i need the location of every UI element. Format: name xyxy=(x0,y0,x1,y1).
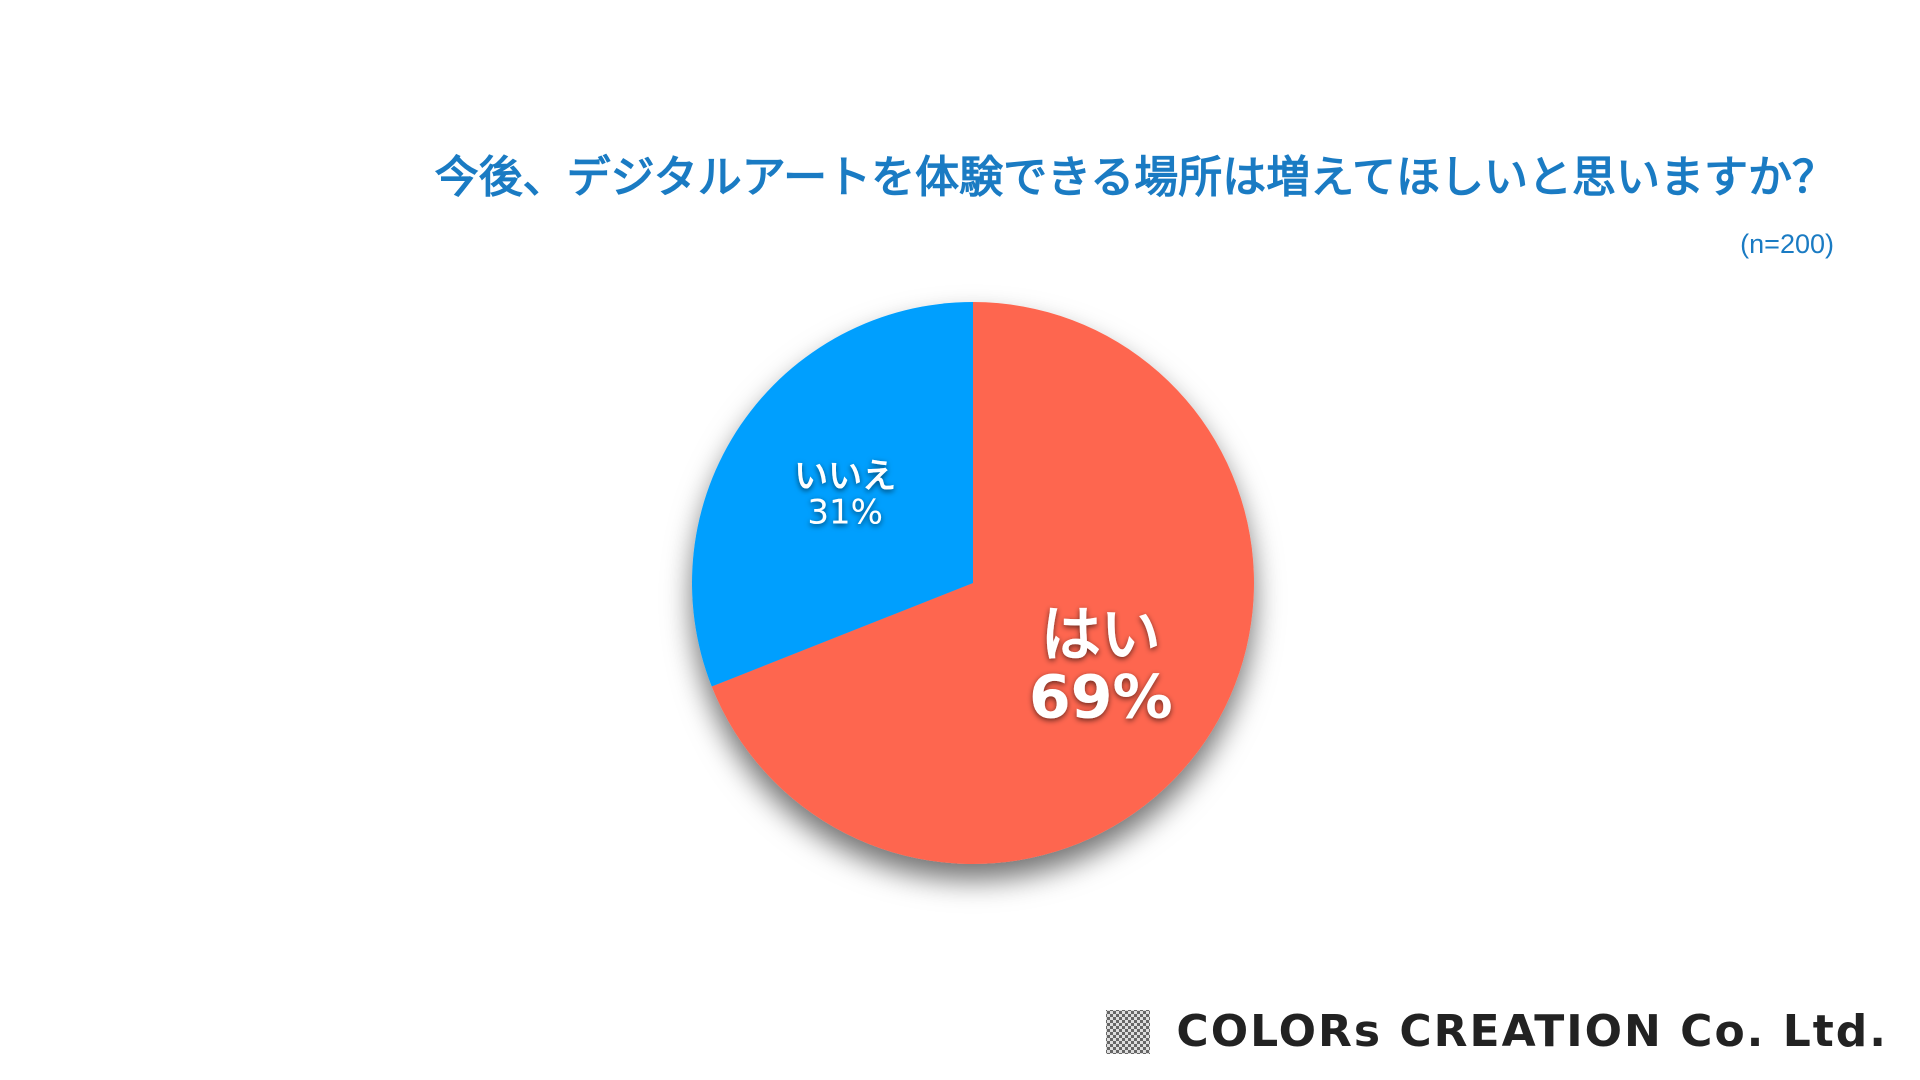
slice-value-label: 69% xyxy=(1029,662,1173,732)
footer-logo: COLORs CREATION Co. Ltd. xyxy=(1176,1006,1888,1057)
pie xyxy=(692,302,1254,864)
chart-subtitle: (n=200) xyxy=(1740,229,1834,259)
chart-title: 今後、デジタルアートを体験できる場所は増えてほしいと思いますか？ xyxy=(435,152,1836,203)
slice-value-label: 31% xyxy=(807,493,883,533)
pie-slice xyxy=(692,302,973,687)
slice-category-label: いいえ xyxy=(794,457,896,497)
slice-category-label: はい xyxy=(1041,600,1161,670)
pie-slice xyxy=(711,302,1254,864)
logo-icon xyxy=(1106,1010,1150,1054)
